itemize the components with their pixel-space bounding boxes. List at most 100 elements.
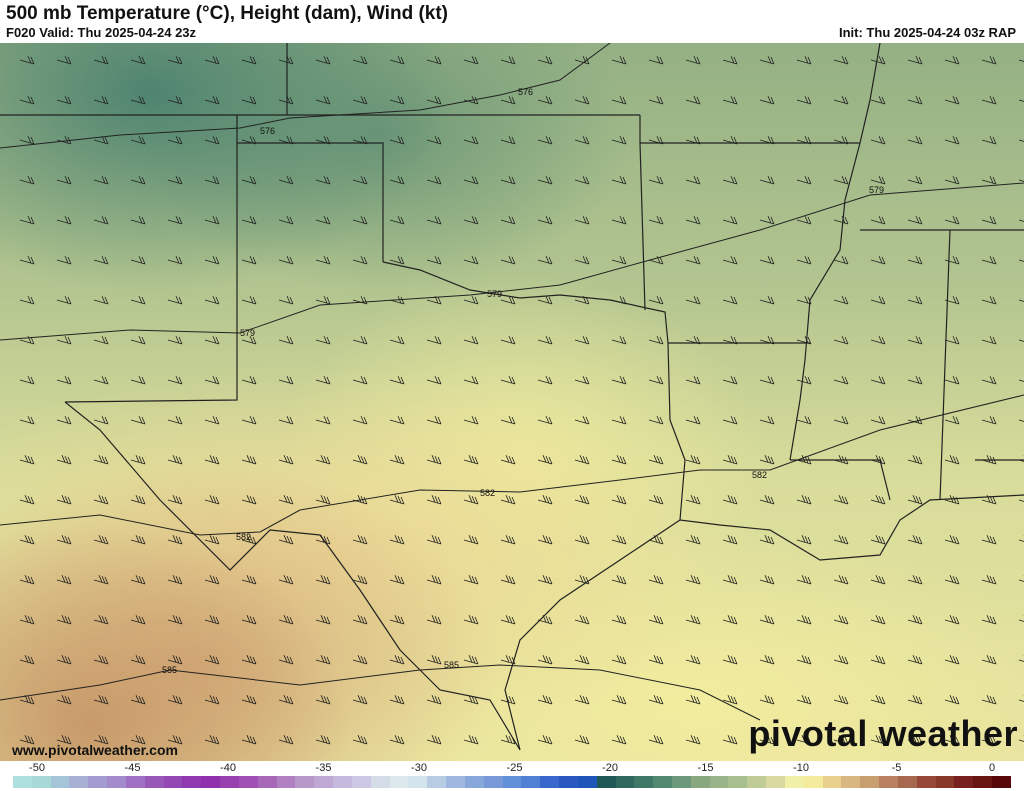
colorbar-cell (653, 776, 672, 788)
wind-barb (685, 95, 701, 105)
wind-barb (833, 335, 849, 345)
wind-barb (352, 255, 368, 265)
wind-barb (204, 175, 220, 185)
wind-barb (944, 55, 960, 65)
colorbar-cell (690, 776, 710, 788)
wind-barb (796, 495, 812, 505)
colorbar-tick-label: -35 (315, 762, 332, 774)
wind-barb (944, 215, 960, 225)
wind-barb (537, 55, 553, 65)
wind-barb (389, 335, 405, 345)
wind-barb (611, 55, 627, 65)
border-ok-tx-north (237, 142, 384, 262)
wind-barb (722, 735, 738, 745)
wind-barb (648, 255, 664, 265)
wind-barb (204, 295, 220, 305)
wind-barb (796, 95, 812, 105)
wind-barb (241, 455, 257, 465)
colorbar-cell (144, 776, 164, 788)
height-contours (0, 43, 1024, 721)
wind-barb (463, 615, 479, 625)
wind-barb (685, 215, 701, 225)
wind-barb (722, 175, 738, 185)
colorbar-cell (935, 776, 955, 788)
colorbar-cell (370, 776, 390, 788)
wind-barb (944, 175, 960, 185)
wind-barb (537, 735, 553, 745)
wind-barb (1018, 495, 1024, 502)
wind-barb (796, 55, 812, 65)
wind-barb (130, 655, 146, 665)
wind-barb (463, 455, 479, 465)
border-red-river (382, 261, 686, 521)
wind-barb (574, 175, 590, 185)
colorbar-cell (182, 776, 202, 788)
wind-barb (315, 95, 331, 105)
wind-barb (56, 335, 72, 345)
wind-barb (500, 55, 516, 65)
wind-barb (315, 215, 331, 225)
colorbar-cell (257, 776, 277, 788)
colorbar-cell (295, 776, 315, 788)
border-ms-al (939, 229, 951, 501)
colorbar-cell (69, 776, 89, 788)
weather-map[interactable]: 576 576 579 579 579 582 582 582 585 585 … (0, 43, 1024, 761)
wind-barb (19, 535, 35, 545)
wind-barb (19, 55, 35, 65)
wind-barb (278, 375, 294, 385)
wind-barb (241, 615, 257, 625)
colorbar-cell (163, 776, 183, 788)
wind-barb (56, 55, 72, 65)
wind-barb (278, 535, 294, 545)
contour-582 (0, 394, 1024, 536)
colorbar-tick-label: -40 (220, 762, 236, 774)
wind-barb (389, 495, 405, 505)
wind-barb (204, 575, 220, 585)
wind-barb (500, 615, 516, 625)
wind-barb (833, 175, 849, 185)
wind-barbs (19, 55, 1024, 745)
wind-barb (833, 535, 849, 545)
wind-barb (1018, 655, 1024, 662)
wind-barb (278, 255, 294, 265)
wind-barb (722, 615, 738, 625)
wind-barb (648, 335, 664, 345)
wind-barb (611, 695, 627, 705)
wind-barb (426, 135, 442, 145)
wind-barb (685, 615, 701, 625)
colorbar-cells (13, 776, 1011, 788)
wind-barb (315, 455, 331, 465)
coastline-texas (504, 494, 1024, 751)
wind-barb (759, 255, 775, 265)
colorbar-cell (803, 776, 823, 788)
wind-barb (352, 695, 368, 705)
wind-barb (93, 335, 109, 345)
wind-barb (759, 575, 775, 585)
wind-barb (574, 415, 590, 425)
wind-barb (389, 215, 405, 225)
wind-barb (389, 575, 405, 585)
wind-barb (352, 55, 368, 65)
wind-barb (833, 255, 849, 265)
wind-barb (500, 295, 516, 305)
wind-barb (648, 55, 664, 65)
wind-barb (241, 175, 257, 185)
wind-barb (796, 695, 812, 705)
wind-barb (648, 375, 664, 385)
wind-barb (759, 535, 775, 545)
wind-barb (426, 575, 442, 585)
wind-barb (648, 575, 664, 585)
wind-barb (611, 615, 627, 625)
wind-barb (870, 615, 886, 625)
wind-barb (426, 735, 442, 745)
wind-barb (352, 415, 368, 425)
wind-barb (56, 455, 72, 465)
wind-barb (981, 95, 997, 105)
wind-barb (19, 415, 35, 425)
wind-barb (56, 95, 72, 105)
wind-barb (56, 615, 72, 625)
wind-barb (278, 175, 294, 185)
wind-barb (352, 95, 368, 105)
wind-barb (130, 695, 146, 705)
colorbar-cell (220, 776, 239, 788)
